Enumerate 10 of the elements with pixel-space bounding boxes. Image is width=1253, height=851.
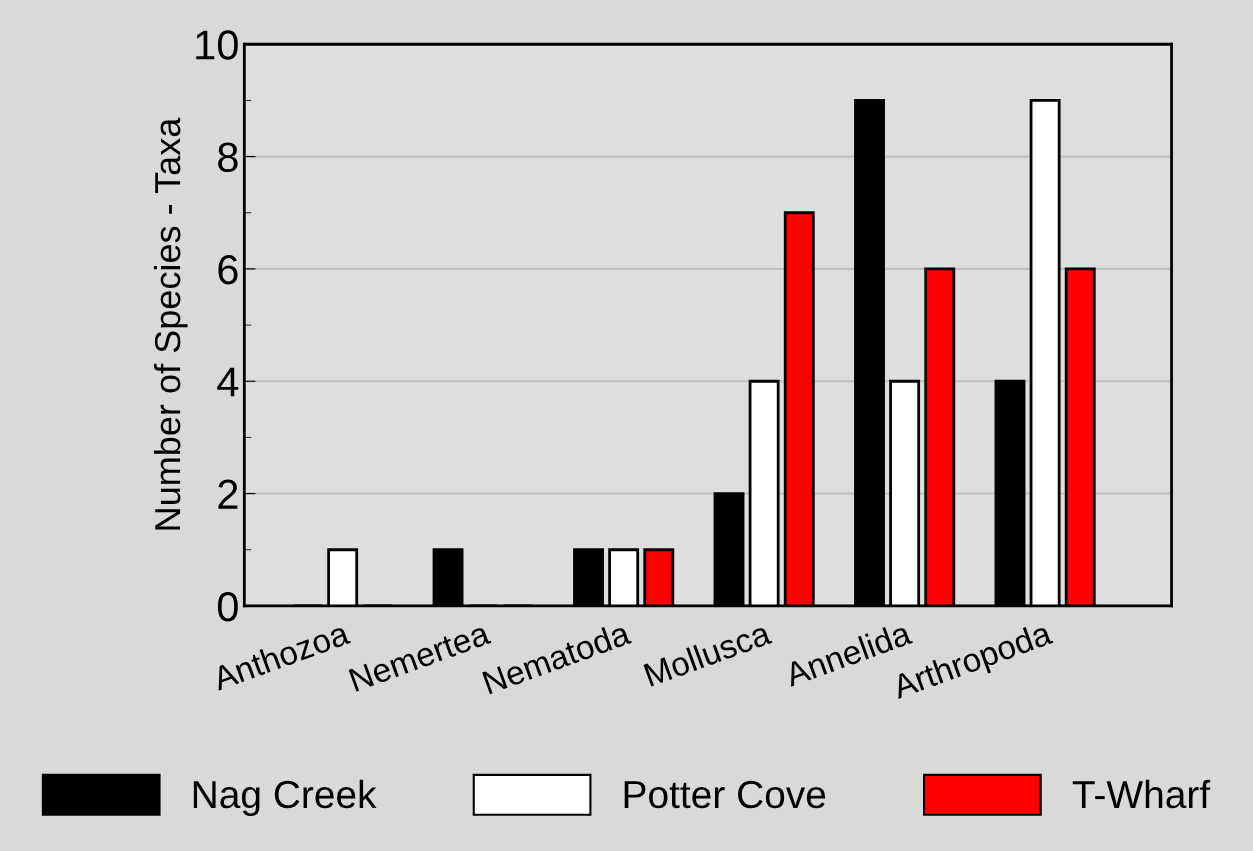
y-tick-label: 8 (218, 142, 238, 173)
y-tick-label: 6 (218, 254, 238, 285)
y-tick-label: 10 (196, 30, 238, 60)
y-tick-label: 2 (218, 479, 238, 509)
y-tick-label: 0 (217, 591, 238, 622)
legend-label: T-Wharf (1072, 779, 1211, 809)
legend-label: Nag Creek (193, 779, 377, 816)
y-axis-title: Number of Species - Taxa (153, 117, 188, 530)
y-tick-label: 4 (217, 367, 239, 397)
legend-label: Potter Cove (624, 780, 826, 809)
